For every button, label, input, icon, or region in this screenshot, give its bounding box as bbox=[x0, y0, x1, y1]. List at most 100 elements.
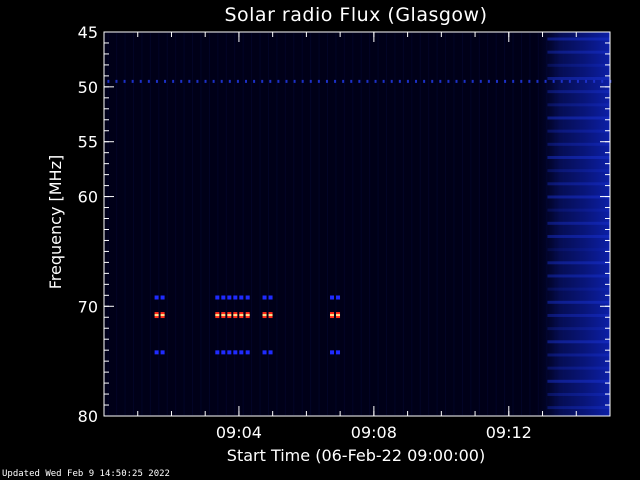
burst-mark bbox=[233, 295, 238, 300]
noisy-band bbox=[547, 353, 610, 357]
interference-dot bbox=[164, 79, 167, 83]
y-axis: 45 50 55 60 70 80 bbox=[78, 23, 610, 426]
interference-dot bbox=[520, 79, 523, 83]
burst-mark bbox=[268, 295, 273, 300]
interference-dot bbox=[528, 79, 531, 83]
interference-dot bbox=[423, 79, 426, 83]
interference-dot bbox=[447, 79, 450, 83]
noisy-band bbox=[547, 169, 610, 173]
interference-dot bbox=[366, 79, 369, 83]
chart-title: Solar radio Flux (Glasgow) bbox=[224, 4, 488, 26]
burst-mark bbox=[330, 295, 335, 300]
burst-mark-core bbox=[239, 314, 244, 317]
x-axis-title: Start Time (06-Feb-22 09:00:00) bbox=[226, 446, 486, 465]
burst-mark-core bbox=[336, 314, 341, 317]
interference-dot bbox=[196, 79, 199, 83]
burst-mark-core bbox=[160, 314, 165, 317]
interference-dot bbox=[188, 79, 191, 83]
interference-dot bbox=[382, 79, 385, 83]
interference-dot bbox=[568, 79, 571, 83]
noisy-band bbox=[547, 234, 610, 238]
noisy-band bbox=[547, 37, 610, 41]
burst-mark-core bbox=[154, 314, 159, 317]
interference-dot bbox=[317, 79, 320, 83]
burst-mark bbox=[215, 295, 220, 300]
interference-dot bbox=[585, 79, 588, 83]
interference-dot bbox=[495, 79, 498, 83]
burst-mark bbox=[154, 295, 159, 300]
noisy-band bbox=[547, 63, 610, 67]
interference-dot bbox=[358, 79, 361, 83]
y-tick-label: 60 bbox=[78, 188, 98, 207]
interference-dot bbox=[512, 79, 515, 83]
noisy-band bbox=[547, 129, 610, 133]
plot-background bbox=[104, 32, 610, 416]
interference-dot bbox=[439, 79, 442, 83]
burst-mark-core bbox=[227, 314, 232, 317]
y-axis-title: Frequency [MHz] bbox=[46, 154, 65, 290]
burst-mark-core bbox=[233, 314, 238, 317]
interference-dot bbox=[155, 79, 158, 83]
noisy-band bbox=[547, 248, 610, 252]
y-tick-label: 50 bbox=[78, 78, 98, 97]
interference-dot bbox=[601, 79, 604, 83]
interference-dot bbox=[115, 79, 118, 83]
burst-mark bbox=[336, 350, 341, 355]
x-tick-label: 09:08 bbox=[351, 423, 397, 442]
interference-dot bbox=[245, 79, 248, 83]
interference-dot bbox=[406, 79, 409, 83]
interference-dot bbox=[463, 79, 466, 83]
interference-dot bbox=[536, 79, 539, 83]
burst-mark bbox=[160, 295, 165, 300]
burst-mark-core bbox=[268, 314, 273, 317]
interference-dot bbox=[293, 79, 296, 83]
burst-mark-core bbox=[330, 314, 335, 317]
interference-dot bbox=[374, 79, 377, 83]
burst-mark bbox=[239, 350, 244, 355]
interference-dot bbox=[261, 79, 264, 83]
noisy-band bbox=[547, 313, 610, 317]
noisy-band bbox=[547, 182, 610, 186]
interference-dot bbox=[107, 79, 110, 83]
noisy-band bbox=[547, 103, 610, 107]
burst-mark bbox=[233, 350, 238, 355]
interference-dot bbox=[415, 79, 418, 83]
burst-mark bbox=[330, 350, 335, 355]
interference-dot bbox=[398, 79, 401, 83]
interference-dot bbox=[431, 79, 434, 83]
interference-dot bbox=[236, 79, 239, 83]
interference-dot bbox=[479, 79, 482, 83]
interference-dot bbox=[560, 79, 563, 83]
noisy-band bbox=[547, 327, 610, 331]
interference-dot bbox=[285, 79, 288, 83]
noisy-band bbox=[547, 392, 610, 396]
interference-dot bbox=[131, 79, 134, 83]
noisy-band bbox=[547, 142, 610, 146]
interference-dot bbox=[180, 79, 183, 83]
interference-dot bbox=[350, 79, 353, 83]
interference-dot bbox=[342, 79, 345, 83]
interference-dot bbox=[139, 79, 142, 83]
x-tick-label: 09:04 bbox=[216, 423, 262, 442]
burst-mark bbox=[227, 295, 232, 300]
noisy-band bbox=[547, 287, 610, 291]
interference-dot bbox=[172, 79, 175, 83]
interference-dot bbox=[334, 79, 337, 83]
interference-dot bbox=[552, 79, 555, 83]
interference-dot bbox=[471, 79, 474, 83]
burst-mark bbox=[268, 350, 273, 355]
interference-dot bbox=[325, 79, 328, 83]
burst-mark bbox=[221, 350, 226, 355]
burst-mark bbox=[215, 350, 220, 355]
burst-mark-core bbox=[262, 314, 267, 317]
noisy-region bbox=[532, 32, 610, 416]
y-tick-label: 45 bbox=[78, 23, 98, 42]
burst-mark bbox=[221, 295, 226, 300]
burst-mark-core bbox=[221, 314, 226, 317]
burst-mark bbox=[245, 295, 250, 300]
burst-mark bbox=[239, 295, 244, 300]
y-tick-label: 70 bbox=[78, 297, 98, 316]
noisy-band bbox=[547, 274, 610, 278]
interference-dot bbox=[487, 79, 490, 83]
plot-frame bbox=[103, 31, 611, 417]
